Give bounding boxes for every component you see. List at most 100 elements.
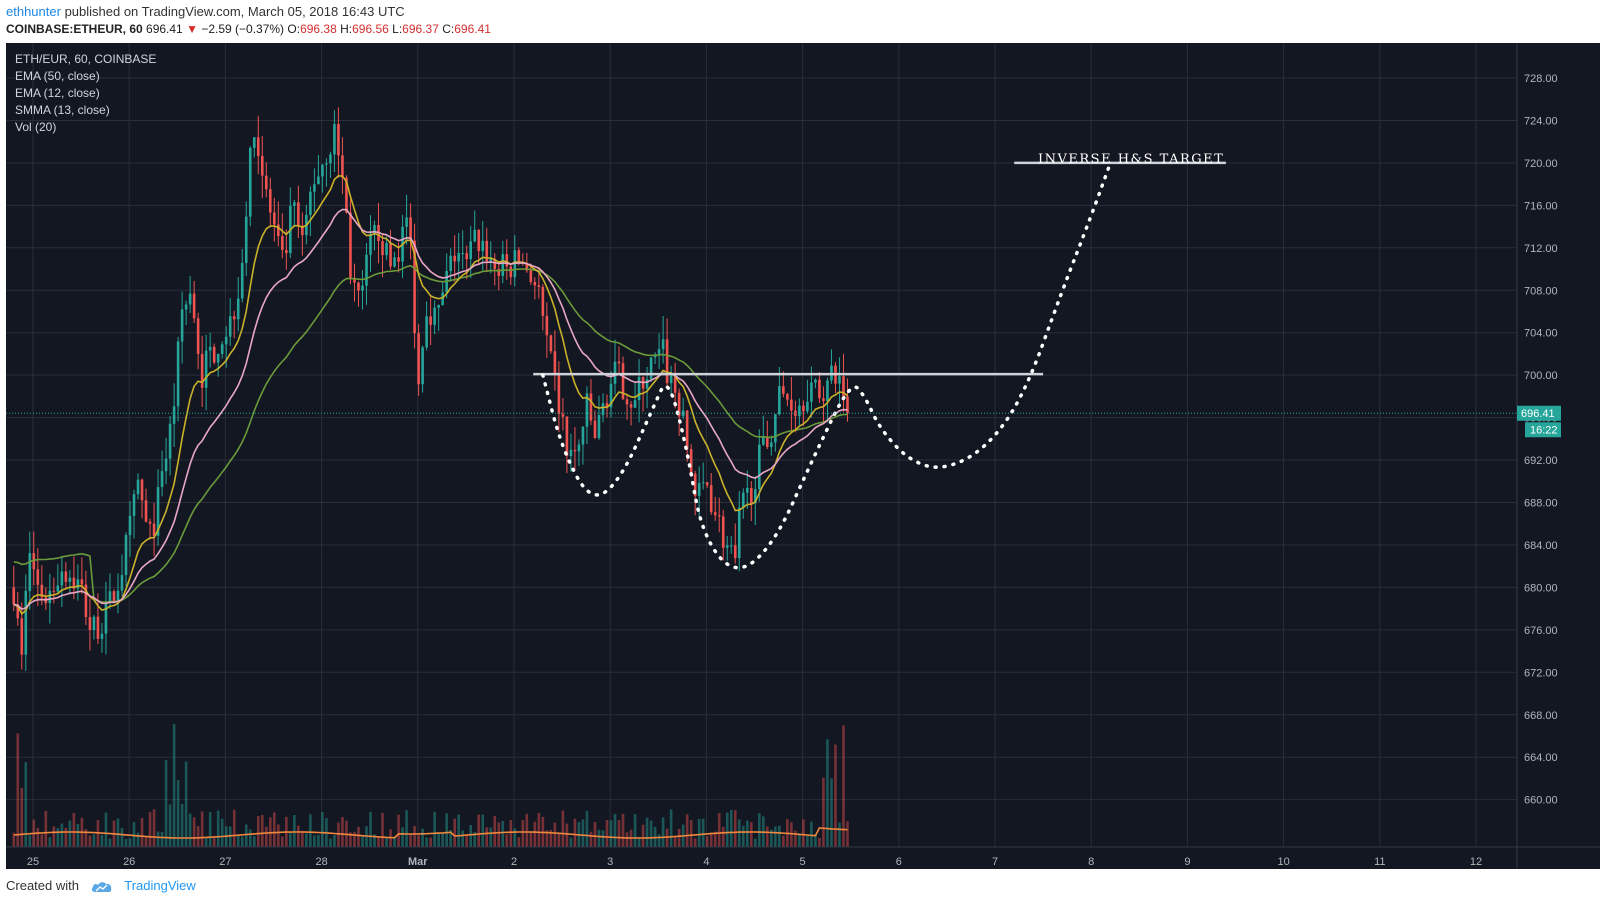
open-value: 696.38: [300, 22, 337, 36]
candle-body: [361, 285, 364, 291]
created-with-text: Created with: [6, 878, 79, 893]
candle-body: [685, 410, 689, 450]
candle-body: [144, 500, 148, 522]
candle-body: [802, 405, 805, 412]
candle-body: [88, 617, 92, 630]
volume-bar: [92, 834, 96, 847]
candle-body: [673, 375, 677, 393]
volume-bar: [529, 832, 533, 847]
volume-bar: [144, 835, 148, 847]
candle-body: [577, 444, 581, 452]
volume-bar: [445, 813, 448, 847]
candle-body: [285, 249, 288, 254]
volume-bar: [665, 828, 669, 847]
inverse-hs-pattern[interactable]: [541, 161, 1113, 570]
volume-bar: [333, 835, 336, 847]
candle-body: [357, 282, 360, 291]
time-badge-bg: [1525, 422, 1561, 438]
candle-body: [762, 437, 765, 445]
tradingview-link[interactable]: TradingView: [124, 878, 196, 893]
candle-body: [301, 225, 304, 236]
volume-bar: [252, 836, 256, 847]
y-tick-label: 704.00: [1524, 328, 1558, 340]
chart-area[interactable]: 728.00 724.00 720.00 716.00 712.00 708.00 704.…: [6, 43, 1600, 869]
volume-bar: [413, 826, 416, 847]
x-tick-label: 4: [703, 856, 709, 868]
legend-vol: Vol (20): [15, 120, 56, 134]
price-badge-bg: [1517, 405, 1561, 421]
volume-bar: [160, 831, 164, 847]
candle-body: [778, 386, 781, 415]
candle-body: [252, 137, 256, 148]
candle-body: [441, 292, 444, 305]
volume-bar: [697, 818, 701, 847]
y-tick-label: 720.00: [1524, 158, 1558, 170]
close-label: C:: [442, 22, 455, 36]
volume-bar: [56, 828, 60, 847]
x-tick-label: 5: [800, 856, 806, 868]
volume-bar: [693, 838, 697, 847]
author-link[interactable]: ethhunter: [6, 4, 61, 19]
candle-body: [168, 423, 172, 459]
y-tick-label: 712.00: [1524, 243, 1558, 255]
volume-bar: [477, 814, 481, 847]
candle-body: [200, 353, 204, 388]
volume-bar: [605, 819, 609, 847]
target-annotation[interactable]: INVERSE H&S TARGET: [1038, 152, 1224, 167]
price-chart[interactable]: 728.00 724.00 720.00 716.00 712.00 708.00 704.…: [6, 43, 1600, 869]
volume-bar: [168, 804, 172, 847]
candle-body: [453, 255, 456, 262]
volume-bar: [208, 812, 212, 847]
candle-body: [228, 316, 232, 337]
candle-body: [16, 604, 20, 619]
volume-bar: [609, 820, 613, 847]
candle-body: [40, 584, 44, 598]
volume-bar: [593, 821, 597, 847]
volume-bar: [353, 831, 356, 847]
volume-bar: [521, 819, 525, 847]
volume-bar: [204, 838, 208, 847]
publish-text: published on TradingView.com, March 05, …: [64, 4, 405, 19]
candle-body: [409, 217, 412, 241]
y-tick-label: 660.00: [1524, 795, 1558, 807]
candle-body: [741, 492, 745, 508]
candle-body: [152, 523, 156, 536]
candle-body: [248, 147, 252, 217]
volume-bar: [421, 828, 424, 847]
volume-bar: [481, 814, 485, 847]
cloud-logo-icon: [91, 881, 111, 892]
y-tick-label: 668.00: [1524, 710, 1558, 722]
candle-body: [260, 156, 264, 176]
candle-body: [100, 633, 104, 639]
volume-bar: [709, 832, 713, 847]
candle-body: [68, 577, 72, 582]
volume-bar: [717, 813, 721, 847]
volume-bar: [260, 814, 264, 847]
publish-info: ethhunter published on TradingView.com, …: [6, 4, 405, 19]
candle-body: [585, 393, 589, 427]
candle-body: [128, 515, 132, 536]
volume-bar: [597, 829, 601, 847]
volume-bar: [733, 810, 737, 847]
candle-body: [786, 393, 789, 400]
volume-bar: [826, 739, 829, 847]
candle-body: [337, 124, 340, 156]
legend: ETH/EUR, 60, COINBASE EMA (50, close) EM…: [15, 52, 156, 134]
x-tick-label: 2: [511, 856, 517, 868]
volume-bar: [429, 837, 432, 847]
volume-bar: [537, 812, 541, 847]
candle-body: [745, 488, 749, 493]
candle-body: [72, 577, 76, 589]
candle-body: [826, 380, 829, 402]
volume-bar: [180, 803, 184, 847]
candle-body: [533, 281, 537, 286]
candle-body: [156, 487, 160, 536]
candle-body: [681, 410, 685, 417]
candle-body: [489, 258, 493, 262]
candle-body: [449, 255, 452, 271]
candle-body: [132, 494, 136, 516]
candle-body: [84, 584, 88, 618]
volume-bar: [489, 827, 493, 847]
candle-body: [329, 154, 332, 164]
candle-body: [621, 363, 625, 400]
